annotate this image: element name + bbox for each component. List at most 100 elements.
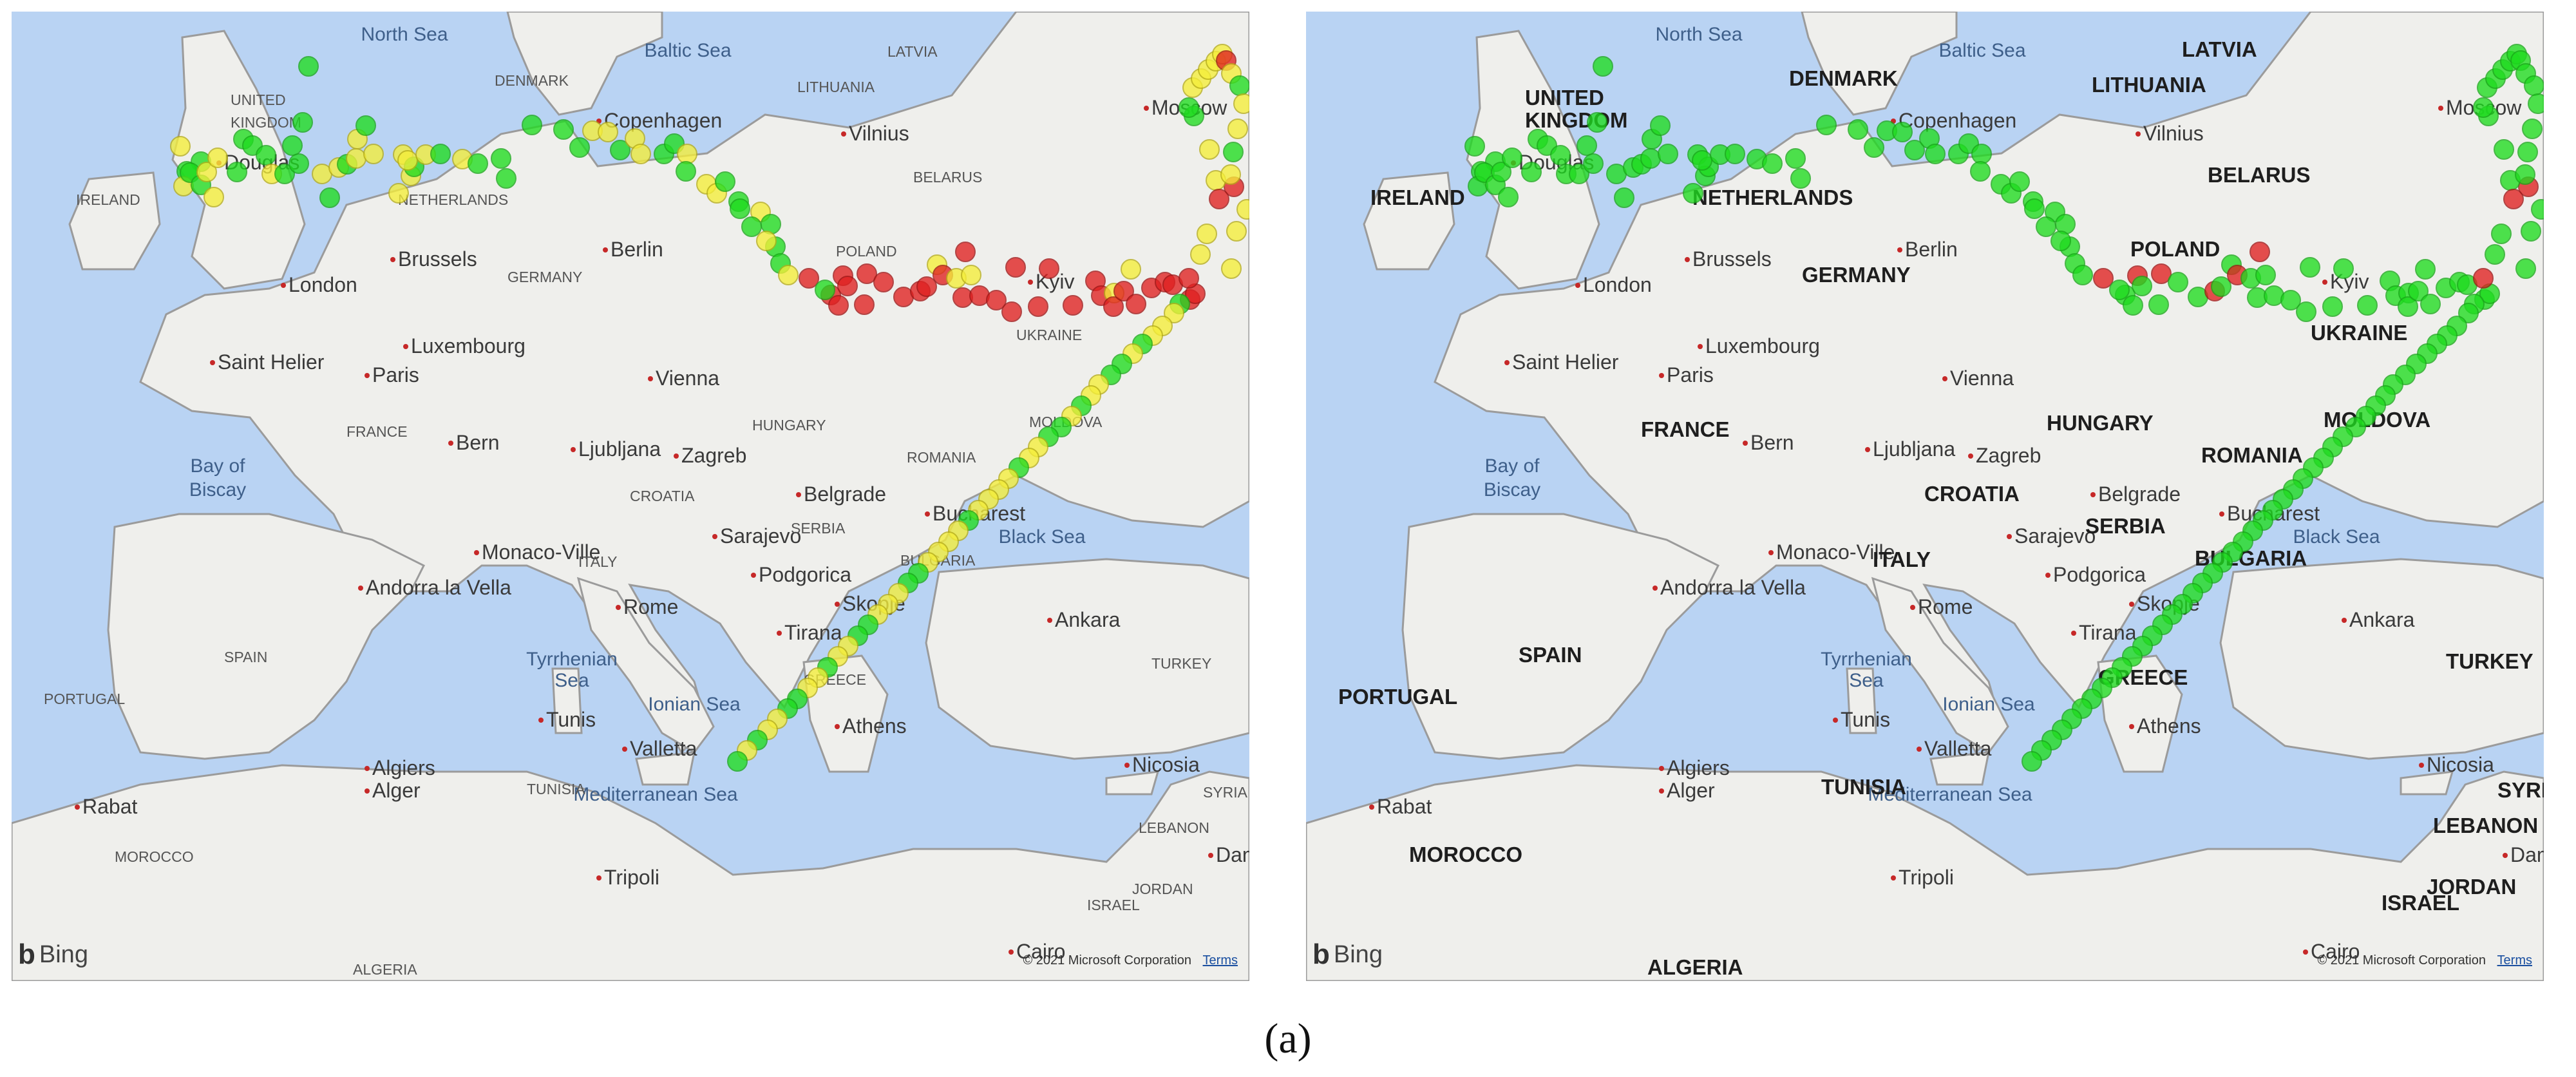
station-marker[interactable] <box>610 140 630 160</box>
station-marker[interactable] <box>1650 115 1671 136</box>
station-marker[interactable] <box>2522 119 2543 139</box>
station-marker[interactable] <box>1692 150 1712 171</box>
station-marker[interactable] <box>2109 280 2130 300</box>
marker-layer[interactable] <box>170 44 1249 772</box>
station-marker[interactable] <box>2132 276 2152 296</box>
station-marker[interactable] <box>2517 142 2538 162</box>
station-marker[interactable] <box>282 135 303 156</box>
station-marker[interactable] <box>955 242 976 262</box>
station-marker[interactable] <box>873 272 894 292</box>
station-marker[interactable] <box>1904 140 1925 160</box>
station-marker[interactable] <box>196 162 217 182</box>
station-marker[interactable] <box>1583 153 1604 174</box>
station-marker[interactable] <box>2528 93 2544 114</box>
station-marker[interactable] <box>1816 115 1837 135</box>
station-marker[interactable] <box>1925 144 1946 164</box>
station-marker[interactable] <box>2322 296 2343 317</box>
station-marker[interactable] <box>1236 199 1249 220</box>
station-marker[interactable] <box>1199 139 1220 160</box>
station-marker[interactable] <box>1587 112 1607 133</box>
station-marker[interactable] <box>1227 119 1248 139</box>
station-marker[interactable] <box>522 115 542 135</box>
station-marker[interactable] <box>430 144 451 164</box>
station-marker[interactable] <box>2093 268 2114 289</box>
station-marker[interactable] <box>2408 281 2429 301</box>
station-marker[interactable] <box>2050 231 2071 251</box>
station-marker[interactable] <box>1491 162 1511 182</box>
station-marker[interactable] <box>1063 295 1083 316</box>
station-marker[interactable] <box>2280 290 2301 310</box>
station-marker[interactable] <box>2296 301 2316 322</box>
station-marker[interactable] <box>715 171 735 192</box>
station-marker[interactable] <box>2022 751 2042 772</box>
station-marker[interactable] <box>569 137 590 158</box>
station-marker[interactable] <box>1005 257 1026 278</box>
station-marker[interactable] <box>1864 137 1884 158</box>
station-marker[interactable] <box>274 164 295 184</box>
station-marker[interactable] <box>1226 221 1247 242</box>
station-marker[interactable] <box>355 115 376 136</box>
station-marker[interactable] <box>857 263 877 284</box>
station-marker[interactable] <box>2494 139 2514 160</box>
station-marker[interactable] <box>2521 221 2541 242</box>
station-marker[interactable] <box>1725 144 1745 164</box>
station-marker[interactable] <box>2300 257 2320 278</box>
station-marker[interactable] <box>1658 144 1678 164</box>
station-marker[interactable] <box>496 168 516 189</box>
station-marker[interactable] <box>2357 295 2378 316</box>
station-marker[interactable] <box>1179 97 1199 118</box>
station-marker[interactable] <box>2458 303 2479 323</box>
station-marker[interactable] <box>1683 183 1703 204</box>
station-marker[interactable] <box>1164 303 1184 323</box>
station-marker[interactable] <box>292 112 313 133</box>
station-marker[interactable] <box>2168 272 2188 292</box>
station-marker[interactable] <box>227 162 247 182</box>
station-marker[interactable] <box>1892 122 1913 142</box>
station-marker[interactable] <box>2515 164 2535 185</box>
station-marker[interactable] <box>1577 135 1597 156</box>
station-marker[interactable] <box>1762 153 1783 174</box>
station-marker[interactable] <box>2503 189 2524 209</box>
station-marker[interactable] <box>2531 199 2544 220</box>
station-marker[interactable] <box>677 144 697 164</box>
station-marker[interactable] <box>2249 242 2270 262</box>
station-marker[interactable] <box>2415 259 2436 280</box>
station-marker[interactable] <box>207 148 228 168</box>
station-marker[interactable] <box>2398 296 2418 317</box>
station-marker[interactable] <box>319 187 340 208</box>
station-marker[interactable] <box>256 145 276 166</box>
station-marker[interactable] <box>828 295 849 316</box>
station-marker[interactable] <box>1790 168 1811 189</box>
station-marker[interactable] <box>2148 294 2169 315</box>
station-marker[interactable] <box>961 265 981 285</box>
station-marker[interactable] <box>1614 187 1634 208</box>
station-marker[interactable] <box>1569 164 1589 184</box>
station-marker[interactable] <box>204 187 224 207</box>
station-marker[interactable] <box>916 276 937 297</box>
station-marker[interactable] <box>2151 263 2172 284</box>
marker-layer[interactable] <box>1464 44 2544 772</box>
station-marker[interactable] <box>2515 258 2536 279</box>
map-panel-right[interactable]: North Sea Baltic Sea Bay of Biscay Black Sea… <box>1306 12 2544 981</box>
station-marker[interactable] <box>2024 198 2045 219</box>
station-marker[interactable] <box>1464 136 1485 157</box>
station-marker[interactable] <box>2491 224 2512 244</box>
station-marker[interactable] <box>854 294 875 315</box>
station-marker[interactable] <box>676 161 696 182</box>
station-marker[interactable] <box>1550 145 1571 166</box>
station-marker[interactable] <box>727 751 748 772</box>
station-marker[interactable] <box>2485 244 2505 265</box>
station-marker[interactable] <box>2473 97 2494 118</box>
station-marker[interactable] <box>1971 144 1992 164</box>
station-marker[interactable] <box>815 280 835 300</box>
station-marker[interactable] <box>1103 296 1124 317</box>
station-marker[interactable] <box>468 153 488 174</box>
station-marker[interactable] <box>388 183 409 204</box>
station-marker[interactable] <box>1179 268 1199 289</box>
terms-link[interactable]: Terms <box>1202 953 1238 967</box>
station-marker[interactable] <box>756 231 777 251</box>
station-marker[interactable] <box>397 150 418 171</box>
station-marker[interactable] <box>2123 295 2143 316</box>
station-marker[interactable] <box>553 119 574 140</box>
